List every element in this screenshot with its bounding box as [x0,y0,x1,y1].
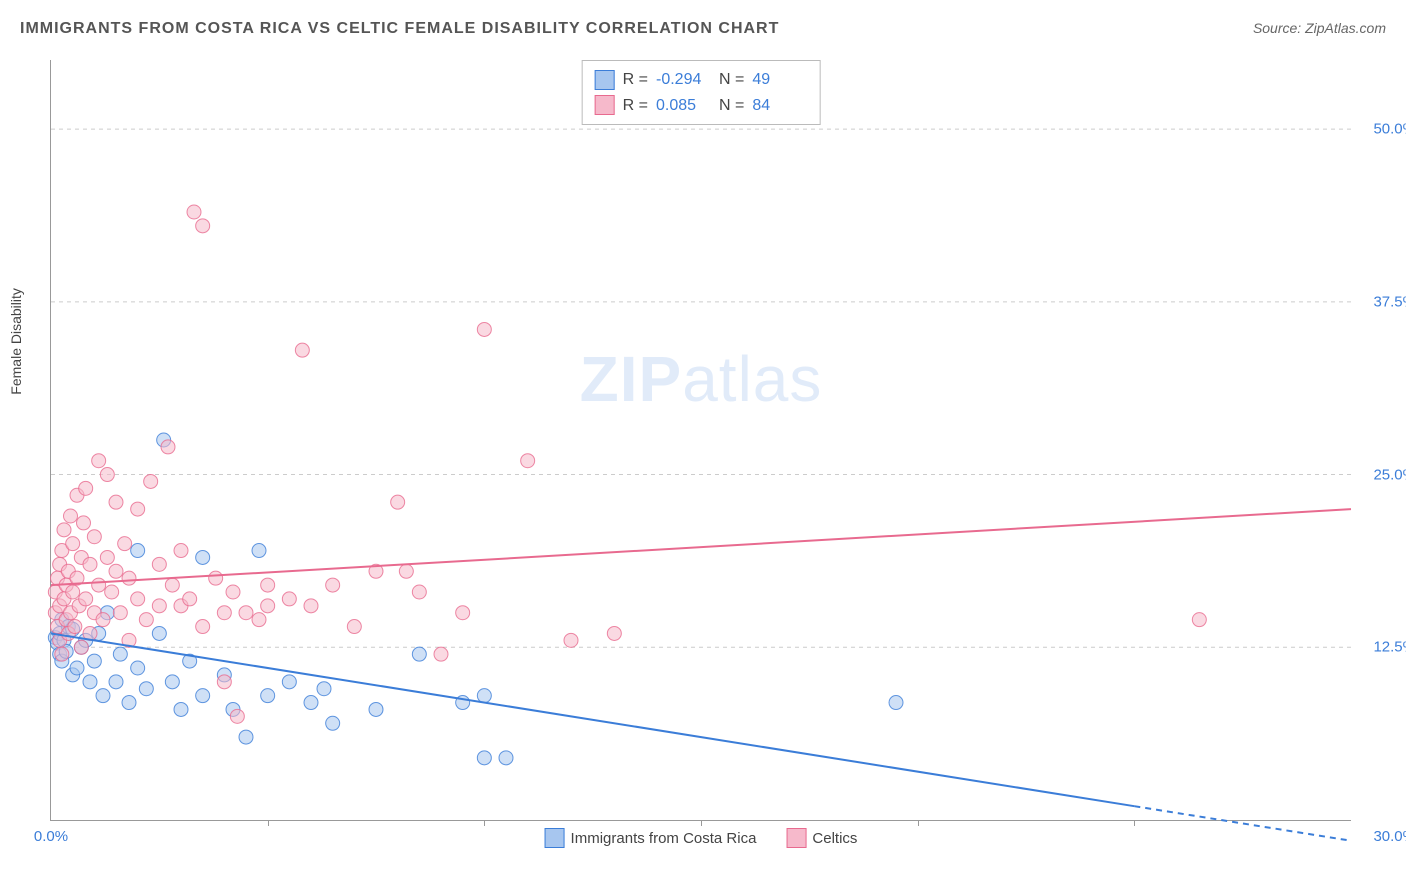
stat-r-val-2: 0.085 [656,93,711,119]
y-axis-label: Female Disability [8,288,24,395]
stat-n-val-2: 84 [752,93,807,119]
xtick-mark [268,820,269,826]
swatch-series2 [595,95,615,115]
xtick-left: 0.0% [34,828,68,845]
legend-label-1: Immigrants from Costa Rica [571,830,757,847]
chart-svg [51,60,1351,820]
stat-r-val-1: -0.294 [656,67,711,93]
source-attribution: Source: ZipAtlas.com [1253,20,1386,36]
bottom-legend: Immigrants from Costa Rica Celtics [545,828,858,848]
legend-label-2: Celtics [812,830,857,847]
xtick-right: 30.0% [1361,828,1406,845]
ytick-label: 25.0% [1361,466,1406,483]
stats-row-2: R = 0.085 N = 84 [595,93,808,119]
xtick-mark [484,820,485,826]
xtick-mark [918,820,919,826]
plot-area: Female Disability ZIPatlas R = -0.294 N … [50,60,1351,821]
stat-r-label-2: R = [623,93,648,119]
ytick-label: 12.5% [1361,639,1406,656]
xtick-mark [701,820,702,826]
swatch-series1 [595,70,615,90]
stat-n-val-1: 49 [752,67,807,93]
chart-title: IMMIGRANTS FROM COSTA RICA VS CELTIC FEM… [20,20,779,38]
stat-n-label-1: N = [719,67,744,93]
xtick-mark [1134,820,1135,826]
legend-swatch-2 [786,828,806,848]
stat-r-label-1: R = [623,67,648,93]
legend-item-2: Celtics [786,828,857,848]
legend-swatch-1 [545,828,565,848]
ytick-label: 50.0% [1361,121,1406,138]
stat-n-label-2: N = [719,93,744,119]
stats-row-1: R = -0.294 N = 49 [595,67,808,93]
ytick-label: 37.5% [1361,293,1406,310]
stats-box: R = -0.294 N = 49 R = 0.085 N = 84 [582,60,821,125]
legend-item-1: Immigrants from Costa Rica [545,828,757,848]
